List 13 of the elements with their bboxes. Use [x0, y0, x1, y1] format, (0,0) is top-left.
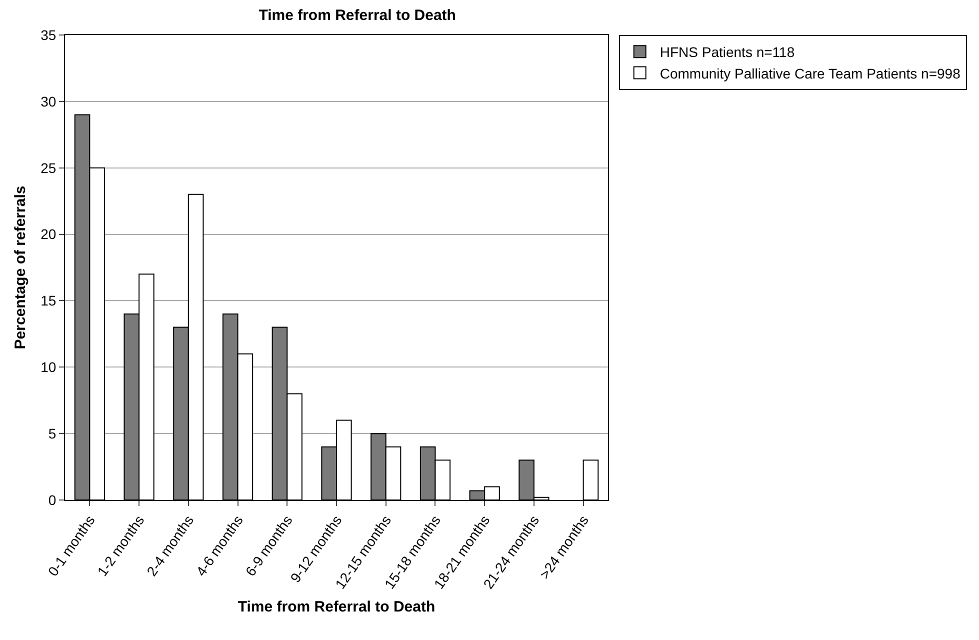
y-tick-label: 35 [40, 26, 56, 43]
y-tick-label: 0 [48, 492, 56, 508]
y-axis-title: Percentage of referrals [12, 186, 29, 350]
legend-label: HFNS Patients n=118 [660, 44, 795, 60]
y-tick-label: 20 [40, 226, 56, 242]
y-tick-label: 25 [40, 160, 56, 176]
y-tick-label: 15 [40, 292, 56, 309]
y-tick-label: 5 [48, 425, 56, 442]
y-tick-label: 30 [40, 93, 56, 110]
chart-title: Time from Referral to Death [258, 7, 456, 24]
legend-label: Community Palliative Care Team Patients n=998 [660, 65, 961, 82]
y-tick-label: 10 [40, 359, 56, 376]
x-axis-title: Time from Referral to Death [238, 598, 436, 616]
